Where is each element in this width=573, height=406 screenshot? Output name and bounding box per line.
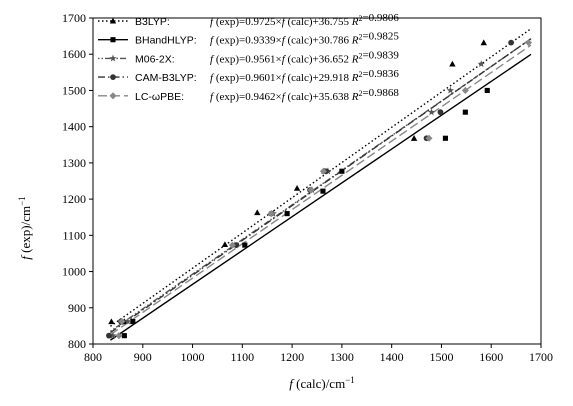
data-point-s1-p2 (242, 242, 248, 248)
legend-series-name: CAM-B3LYP: (135, 72, 197, 84)
data-point-s2-p1 (124, 317, 132, 325)
x-tick-label: 1100 (231, 350, 255, 364)
data-point-s0-p8 (480, 39, 487, 46)
y-tick-label: 1500 (62, 83, 86, 97)
y-tick-label: 1100 (62, 228, 86, 242)
plot-frame (92, 17, 542, 345)
legend-marker (109, 17, 117, 24)
data-point-s4-p7 (461, 86, 469, 94)
legend-marker (109, 92, 117, 100)
y-axis-title: f (exp)/cm−1 (17, 196, 33, 259)
x-tick-label: 1400 (380, 350, 404, 364)
data-point-s3-p8 (508, 39, 515, 46)
data-point-s3-p0 (106, 332, 112, 339)
legend-entry-2: M06-2X: f (exp)=0.9561×f (calc)+36.652 R2… (98, 49, 399, 65)
legend-entry-3: CAM-B3LYP: f (exp)=0.9601×f (calc)+29.918… (98, 68, 399, 84)
legend-equation: f (exp)=0.9462×f (calc)+35.638 R2=0.9868 (210, 87, 399, 103)
legend: B3LYP: f (exp)=0.9725×f (calc)+36.755 R2=… (98, 12, 399, 103)
data-point-s4-p4 (307, 186, 315, 194)
y-tick-label: 1200 (62, 192, 86, 206)
data-point-s4-p0 (115, 332, 123, 340)
y-tick-label: 1600 (62, 47, 86, 61)
legend-series-name: LC-ωPBE: (135, 91, 184, 103)
legend-marker (109, 54, 117, 62)
data-point-s0-p0 (108, 318, 115, 325)
data-point-s1-p1 (130, 318, 136, 325)
y-tick-label: 800 (68, 337, 86, 351)
legend-series-name: M06-2X: (135, 53, 175, 65)
legend-series-name: B3LYP: (135, 16, 170, 28)
data-point-s1-p3 (284, 211, 290, 217)
y-tick-label: 1300 (62, 156, 86, 170)
legend-equation: f (exp)=0.9601×f (calc)+29.918 R2=0.9836 (210, 68, 399, 84)
data-point-s2-p0 (109, 331, 117, 339)
legend-entry-4: LC-ωPBE: f (exp)=0.9462×f (calc)+35.638 R… (98, 87, 399, 103)
x-axis-title: f (calc)/cm−1 (289, 375, 355, 391)
data-point-s4-p6 (425, 134, 433, 142)
data-point-s0-p2 (221, 241, 229, 247)
fit-line-3 (110, 38, 532, 334)
legend-entry-1: BHandHLYP: f (exp)=0.9339×f (calc)+30.786… (98, 31, 399, 47)
data-point-s1-p0 (121, 333, 127, 339)
data-point-s1-p4 (320, 188, 326, 194)
data-point-s4-p3 (267, 210, 275, 218)
data-point-s4-p5 (319, 167, 327, 175)
x-tick-label: 1500 (429, 350, 453, 364)
data-point-s3-p2 (233, 242, 240, 248)
y-axis-ticks: 800 900 1000 1100 1200 1300 1400 1500 1600 1700 (62, 11, 93, 351)
y-tick-label: 1000 (62, 265, 86, 279)
legend-marker (110, 37, 116, 43)
data-point-s2-p7 (446, 86, 455, 94)
x-tick-label: 1000 (181, 350, 205, 364)
data-point-s1-p7 (462, 109, 468, 115)
fit-line-0 (110, 28, 532, 327)
legend-equation: f (exp)=0.9725×f (calc)+36.755 R2=0.9806 (210, 12, 399, 28)
data-point-s1-p6 (442, 135, 448, 141)
legend-series-name: BHandHLYP: (135, 35, 197, 47)
x-tick-label: 1200 (280, 350, 304, 364)
data-point-s0-p4 (293, 185, 301, 191)
x-axis-ticks: 800 900 1000 1100 1200 1300 1400 1500 1600 1700 (84, 344, 553, 364)
data-points (106, 39, 533, 340)
data-point-s4-p8 (525, 39, 533, 47)
legend-marker (110, 74, 116, 80)
data-point-s3-p7 (437, 109, 444, 116)
data-point-s0-p6 (410, 135, 418, 141)
plot-area (92, 17, 542, 345)
data-point-s1-p5 (339, 168, 345, 174)
y-tick-label: 1400 (62, 120, 86, 134)
data-point-s0-p7 (449, 60, 456, 67)
legend-equation: f (exp)=0.9561×f (calc)+36.652 R2=0.9839 (210, 49, 399, 65)
data-point-s1-p8 (484, 87, 490, 94)
x-tick-label: 900 (134, 350, 152, 364)
data-point-s2-p8 (477, 60, 485, 68)
data-point-s2-p6 (427, 108, 436, 116)
legend-entry-0: B3LYP: f (exp)=0.9725×f (calc)+36.755 R2=… (98, 12, 399, 28)
fit-line-1 (110, 53, 532, 341)
x-tick-label: 800 (84, 350, 102, 364)
data-point-s4-p1 (118, 318, 126, 326)
legend-equation: f (exp)=0.9339×f (calc)+30.786 R2=0.9825 (210, 31, 399, 47)
y-tick-label: 1700 (62, 11, 86, 25)
x-tick-label: 1600 (479, 350, 503, 364)
data-point-s0-p3 (254, 209, 261, 216)
x-tick-label: 1700 (529, 350, 553, 364)
y-tick-label: 900 (68, 301, 86, 315)
x-tick-label: 1300 (330, 350, 354, 364)
data-point-s4-p2 (228, 241, 236, 249)
